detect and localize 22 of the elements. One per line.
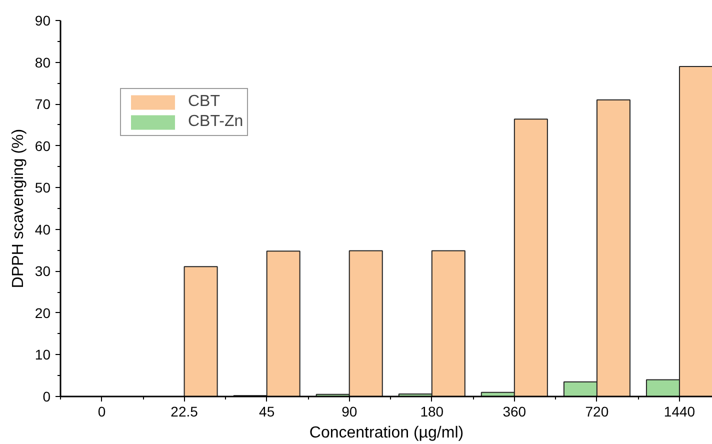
y-tick-label: 50: [34, 180, 51, 196]
x-tick-label: 360: [502, 404, 526, 420]
x-tick-label: 0: [98, 404, 106, 420]
x-tick-label: 22.5: [170, 404, 198, 420]
y-tick-label: 40: [34, 221, 51, 238]
legend-label: CBT-Zn: [188, 113, 244, 131]
y-axis-title: DPPH scavenging (%): [10, 128, 27, 288]
x-tick-label: 180: [420, 404, 444, 420]
y-tick-label: 20: [34, 304, 51, 321]
x-tick-label: 1440: [664, 404, 696, 420]
x-tick-label: 90: [342, 404, 358, 420]
x-tick-label: 720: [585, 404, 609, 420]
x-axis-title: Concentration (µg/ml): [309, 424, 464, 442]
y-tick-label: 80: [34, 54, 51, 70]
y-tick-label: 90: [34, 12, 51, 28]
legend-label: CBT: [188, 93, 220, 111]
y-tick-label: 70: [34, 96, 51, 112]
y-tick-label: 10: [34, 346, 51, 363]
x-tick-label: 45: [259, 404, 275, 420]
y-tick-label: 30: [34, 263, 51, 280]
y-tick-label: 60: [34, 138, 51, 154]
y-tick-label: 0: [42, 388, 51, 404]
